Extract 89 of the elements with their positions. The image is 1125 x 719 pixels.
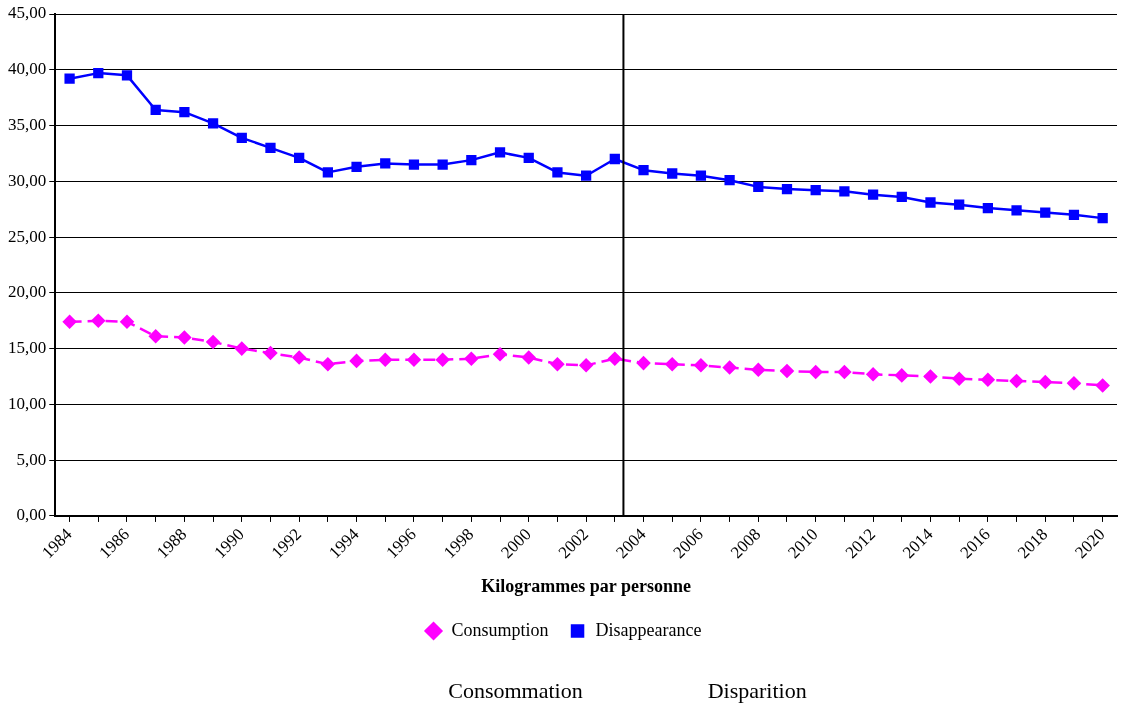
point [609,153,620,165]
point [466,154,477,166]
point [780,364,794,378]
y-tick-label: 10,00 [8,393,47,413]
point [179,107,190,118]
y-tick-label: 15,00 [8,338,47,358]
point [895,368,909,383]
point [896,191,907,203]
point [464,351,479,366]
point [866,367,880,382]
y-tick-label: 25,00 [8,226,47,246]
text: Disparition [707,678,807,704]
point [954,199,965,210]
y-tick-label: 0,00 [16,505,47,525]
point [608,351,622,366]
point [1097,212,1108,224]
point [292,350,306,365]
point [120,315,134,329]
point [148,329,163,344]
point [781,183,793,195]
point [694,358,708,373]
point [207,118,219,129]
y-tick-label: 45,00 [8,3,47,23]
point [580,170,592,181]
point [435,353,450,367]
point [1068,209,1080,220]
point [552,167,563,178]
point [380,158,391,169]
point [150,104,161,116]
point [867,189,879,200]
point [378,353,392,367]
point [294,152,305,164]
point [839,186,850,197]
point [665,357,679,371]
point [177,330,192,345]
point [724,175,735,186]
text: Consommation [448,678,583,704]
point [322,167,333,178]
point [1011,205,1022,216]
point [321,357,335,371]
point [523,152,534,164]
point [923,369,938,384]
point [235,341,249,356]
point [236,132,247,143]
point [437,159,448,170]
legend-label: Disappearance [595,619,702,640]
y-tick-label: 5,00 [16,449,47,469]
point [121,70,133,81]
point [407,353,421,367]
y-tick-label: 30,00 [8,170,47,190]
y-tick-label: 20,00 [8,282,47,302]
point [64,73,75,84]
point [521,350,536,365]
point [981,373,995,387]
legend-label: Consumption [451,619,549,640]
point [408,159,420,170]
point [753,181,764,193]
point [1009,374,1024,388]
point [638,165,649,176]
point [982,202,994,214]
point [349,354,364,368]
point [925,197,936,208]
point [550,357,565,371]
point [579,358,593,373]
point [1067,376,1081,390]
point [494,147,506,158]
point [351,161,362,172]
y-tick-label: 40,00 [8,59,47,79]
point [695,170,707,181]
point [636,356,651,370]
point [751,363,766,377]
y-tick-label: 35,00 [8,115,47,135]
point [837,365,852,379]
point [1040,207,1051,218]
point [62,315,77,329]
point [263,346,278,360]
point [206,335,220,349]
point [722,360,737,375]
point [493,347,507,361]
point [808,365,823,379]
point [667,168,678,179]
point [265,142,276,153]
point [1038,375,1053,389]
point [93,67,104,79]
point [810,185,821,196]
point [952,371,966,386]
point [1095,378,1110,393]
x-axis-title: Kilogrammes par personne [481,575,691,596]
point [91,313,106,328]
